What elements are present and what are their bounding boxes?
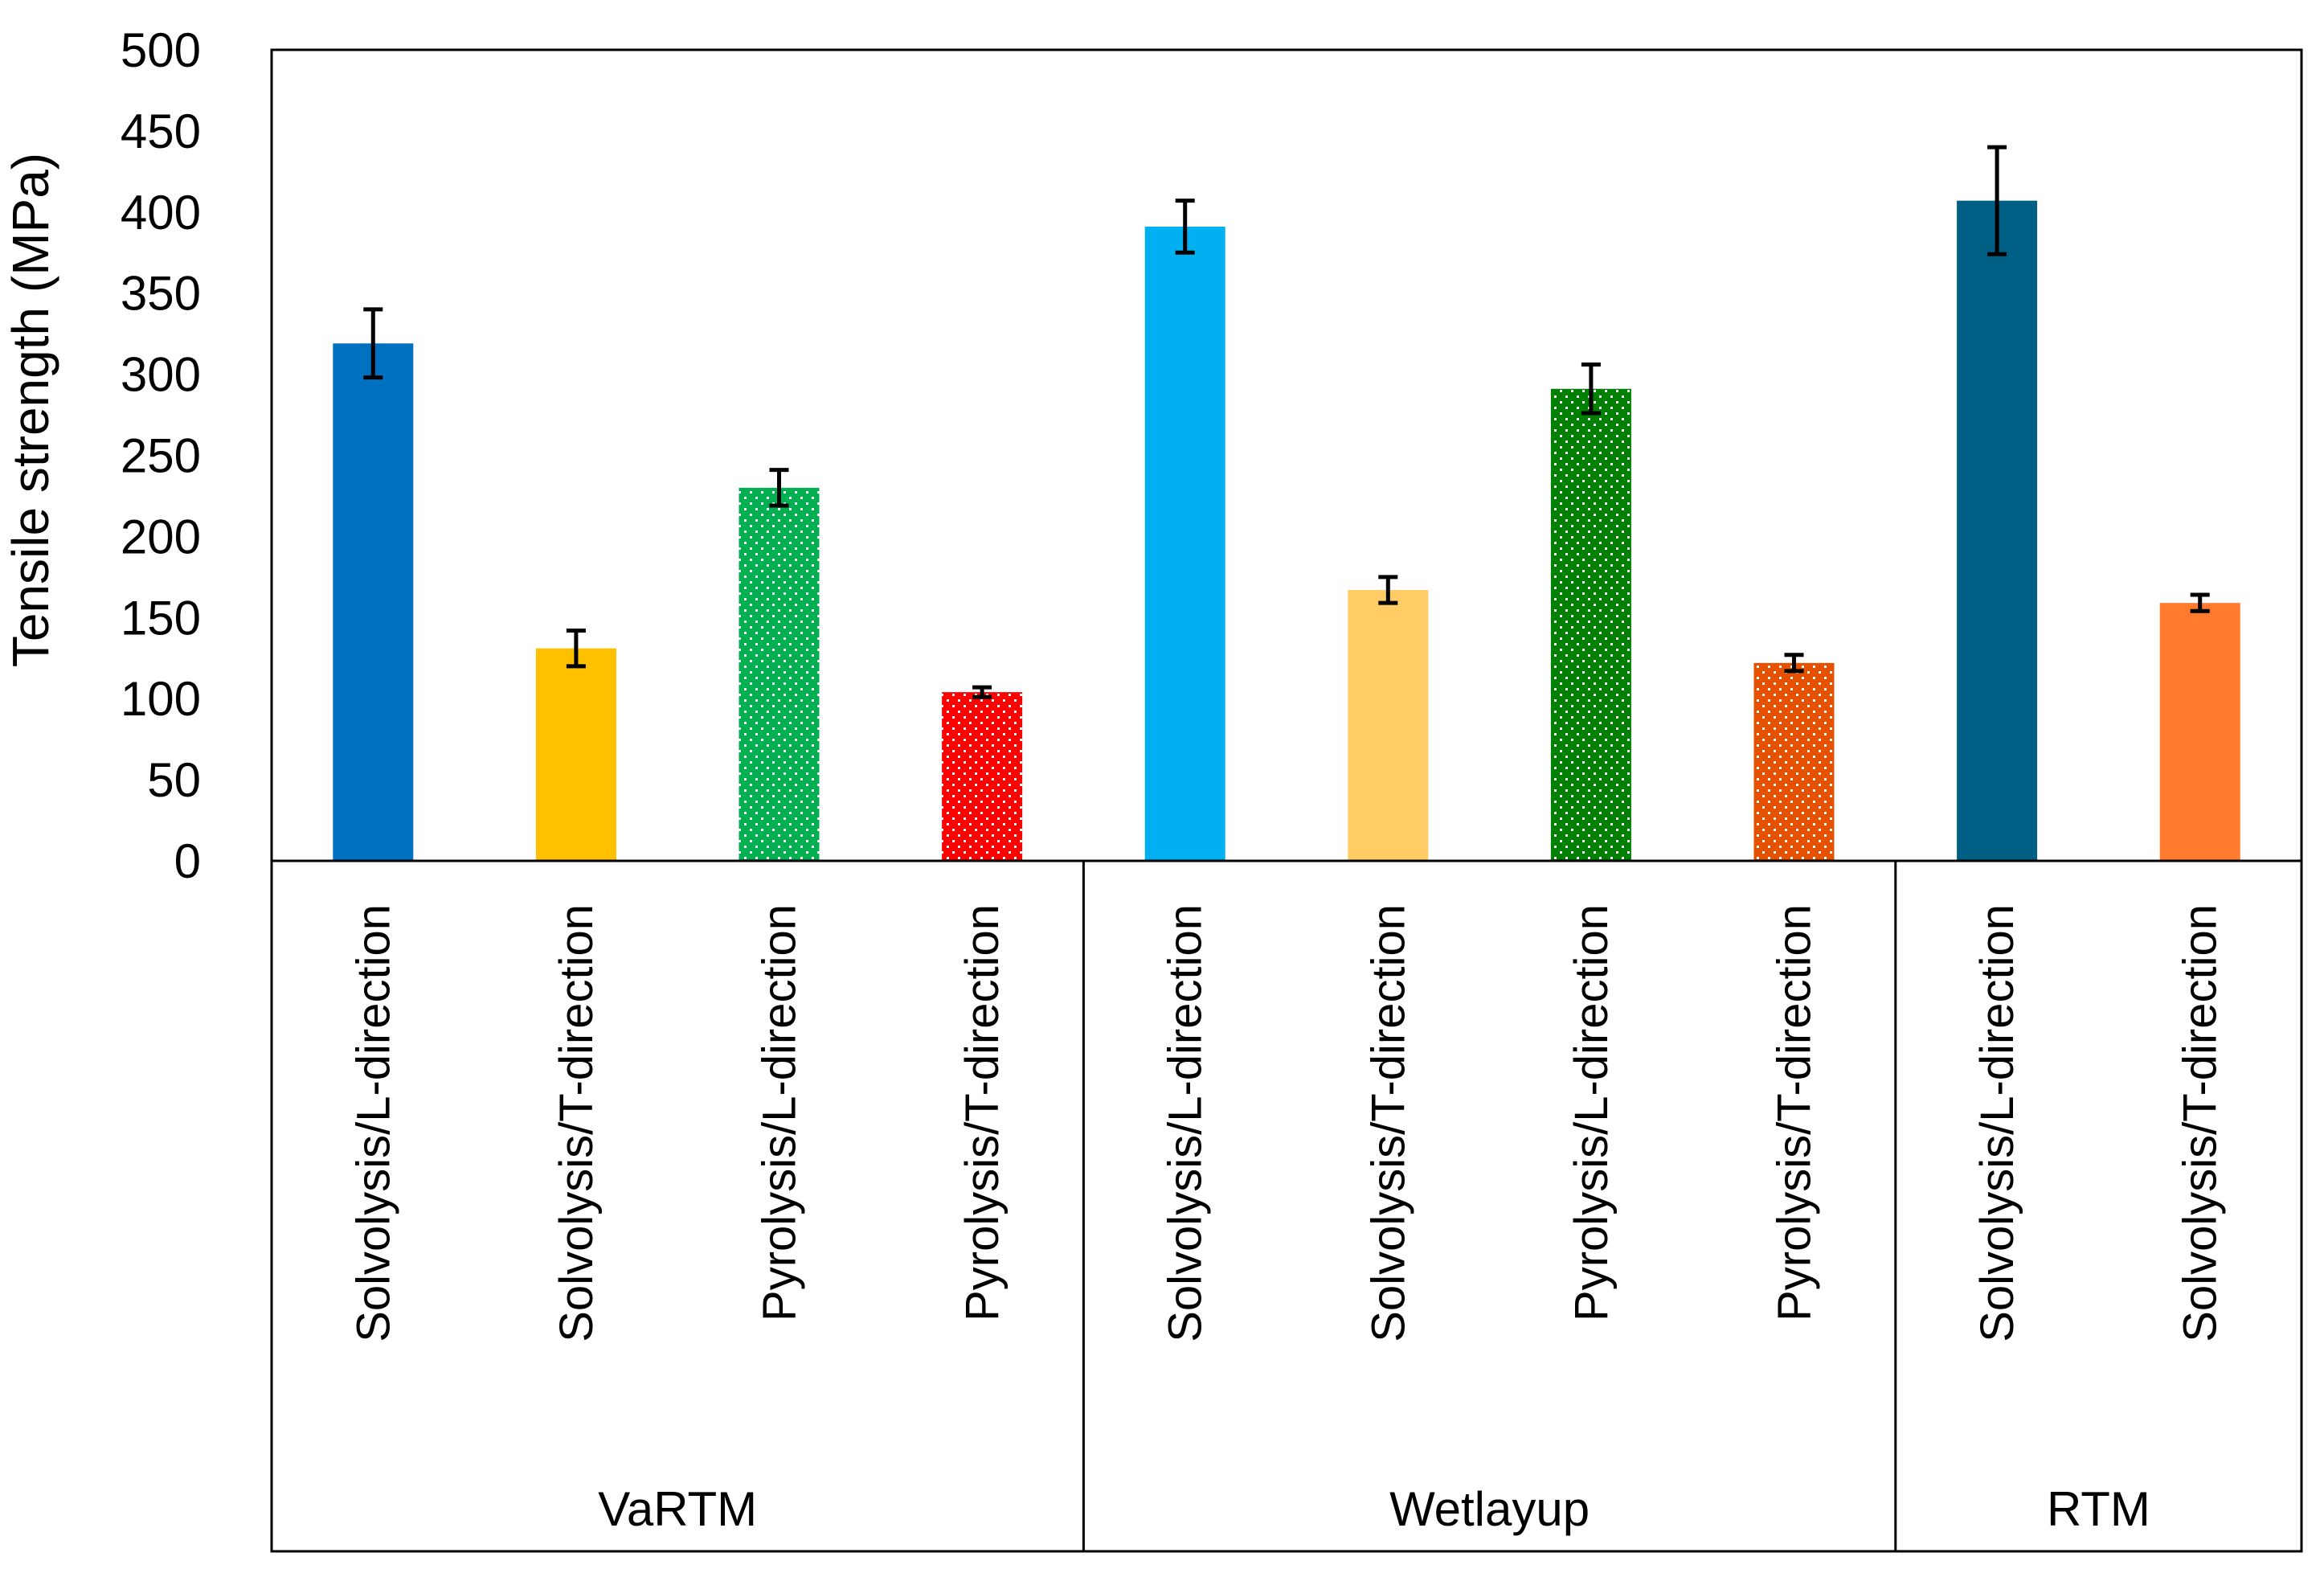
x-category-label: Solvolysis/T-direction <box>550 904 603 1342</box>
bar-4 <box>942 692 1023 861</box>
bar-7 <box>1550 388 1631 862</box>
y-tick-label: 450 <box>121 104 201 158</box>
bar-6 <box>1348 589 1429 861</box>
x-axis-category-labels: Solvolysis/L-direction Solvolysis/T-direc… <box>347 904 2226 1342</box>
y-axis-title: Tensile strength (MPa) <box>2 153 59 667</box>
bar-2 <box>535 648 616 861</box>
y-tick-label: 0 <box>174 834 201 888</box>
y-tick-label: 100 <box>121 672 201 726</box>
y-tick-label: 300 <box>121 348 201 402</box>
bar-3 <box>739 487 820 861</box>
error-bars-layer <box>363 145 2210 699</box>
y-axis-ticks: 0 50 100 150 200 250 300 350 400 450 500 <box>121 23 201 888</box>
y-tick-label: 150 <box>121 591 201 645</box>
x-category-label: Solvolysis/L-direction <box>1971 904 2023 1342</box>
bar-9 <box>1957 200 2038 861</box>
y-tick-label: 200 <box>121 510 201 563</box>
bar-8 <box>1753 662 1835 861</box>
y-tick-label: 400 <box>121 186 201 240</box>
x-category-label: Pyrolysis/L-direction <box>754 904 806 1321</box>
bar-5 <box>1144 226 1225 861</box>
plot-border <box>270 48 2303 1553</box>
y-tick-label: 50 <box>147 753 201 807</box>
bar-1 <box>333 343 414 861</box>
x-category-label: Pyrolysis/L-direction <box>1565 904 1618 1321</box>
x-category-label: Pyrolysis/T-direction <box>1769 904 1821 1321</box>
group-label-1: VaRTM <box>598 1482 757 1536</box>
x-category-label: Solvolysis/T-direction <box>1362 904 1414 1342</box>
x-category-label: Solvolysis/L-direction <box>1160 904 1212 1342</box>
plot-frame <box>270 48 2303 1553</box>
x-axis-group-labels: VaRTM Wetlayup RTM <box>598 1482 2150 1536</box>
bar-10 <box>2159 603 2240 861</box>
y-tick-label: 350 <box>121 267 201 321</box>
y-tick-label: 250 <box>121 429 201 483</box>
x-category-label: Solvolysis/T-direction <box>2175 904 2227 1342</box>
group-label-3: RTM <box>2047 1482 2150 1536</box>
x-category-label: Pyrolysis/T-direction <box>956 904 1009 1321</box>
y-tick-label: 500 <box>121 23 201 77</box>
x-category-label: Solvolysis/L-direction <box>347 904 399 1342</box>
group-label-2: Wetlayup <box>1389 1482 1590 1536</box>
bars-layer <box>333 200 2240 862</box>
